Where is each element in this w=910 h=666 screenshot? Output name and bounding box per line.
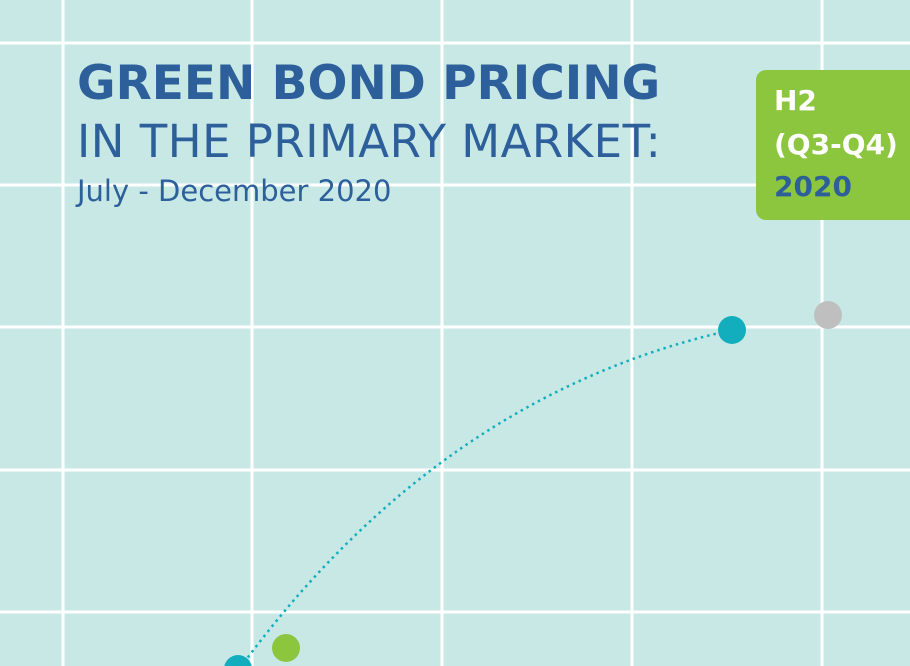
- badge-line3: 2020: [774, 170, 852, 203]
- cover-title-line1: GREEN BOND PRICING: [77, 56, 661, 111]
- green-dot: [272, 634, 300, 662]
- period-badge: H2 (Q3-Q4) 2020: [756, 70, 910, 220]
- badge-line1: H2: [774, 84, 817, 117]
- badge-line2: (Q3-Q4): [774, 128, 898, 161]
- cover-title-block: GREEN BOND PRICING IN THE PRIMARY MARKET…: [77, 56, 661, 208]
- grey-dot: [814, 301, 842, 329]
- dotted-trend-curve: [239, 328, 733, 666]
- cover-title-line2: IN THE PRIMARY MARKET:: [77, 115, 662, 168]
- teal-dot-top: [718, 316, 746, 344]
- cover-subtitle: July - December 2020: [77, 174, 392, 208]
- teal-dot-bottom: [224, 655, 252, 666]
